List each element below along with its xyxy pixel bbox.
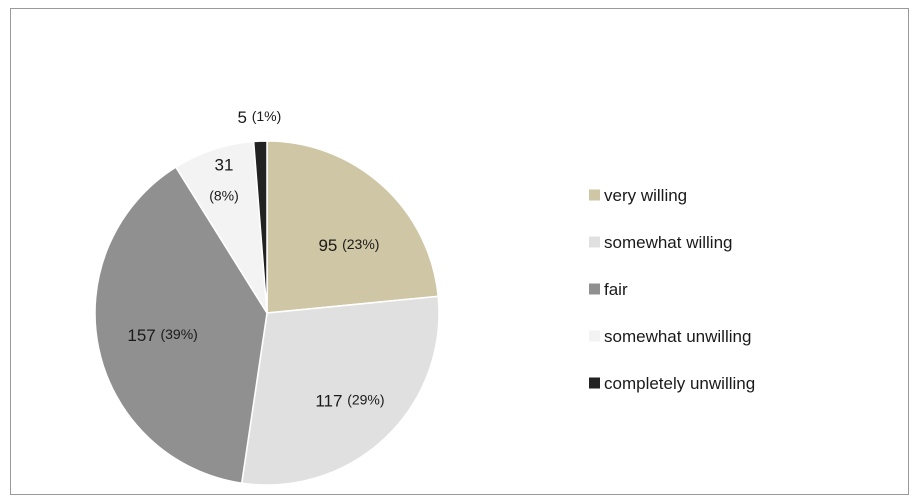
legend-label: somewhat unwilling <box>604 327 751 346</box>
legend-item-somewhat-willing: somewhat willing <box>589 233 733 252</box>
legend-swatch <box>589 283 600 295</box>
data-label-completely-unwilling: 5 (1%) <box>238 108 282 127</box>
data-label-value: 5 <box>238 108 252 127</box>
legend: very willing somewhat willing fair somewhat… <box>589 186 755 393</box>
data-label-somewhat-unwilling: 31 (8%) <box>209 155 239 203</box>
data-label-percent: (1%) <box>252 108 282 124</box>
pie-slice-somewhat-willing <box>240 295 440 486</box>
data-label-value: 157 <box>127 326 160 345</box>
legend-label: completely unwilling <box>604 374 755 393</box>
legend-swatch <box>589 330 600 342</box>
legend-label: fair <box>604 280 628 299</box>
data-label-fair: 157 (39%) <box>127 326 197 345</box>
legend-swatch <box>589 189 600 201</box>
data-label-percent: (39%) <box>160 326 197 342</box>
data-label-value: 117 <box>315 391 347 410</box>
pie-slices <box>94 140 440 486</box>
legend-label: very willing <box>604 186 687 205</box>
pie-slice-completely-unwilling <box>252 140 268 314</box>
legend-item-very-willing: very willing <box>589 186 687 205</box>
pie-slice-fair <box>94 166 268 484</box>
legend-swatch <box>589 377 600 389</box>
legend-item-completely-unwilling: completely unwilling <box>589 374 755 393</box>
data-label-very-willing: 95 (23%) <box>318 236 379 255</box>
data-label-value: 31 <box>215 155 234 174</box>
data-label-percent: (29%) <box>347 391 384 407</box>
legend-item-fair: fair <box>589 280 628 299</box>
data-label-percent: (23%) <box>342 236 379 252</box>
data-label-somewhat-willing: 117 (29%) <box>315 391 384 410</box>
data-label-value: 95 <box>318 236 342 255</box>
legend-label: somewhat willing <box>604 233 733 252</box>
data-labels: 95 (23%) 117 (29%) 157 (39%) 31 (8%) 5 (1%) <box>127 108 384 410</box>
pie-slice-very-willing <box>266 140 440 314</box>
data-label-percent: (8%) <box>209 187 239 203</box>
legend-swatch <box>589 236 600 248</box>
legend-item-somewhat-unwilling: somewhat unwilling <box>589 327 751 346</box>
